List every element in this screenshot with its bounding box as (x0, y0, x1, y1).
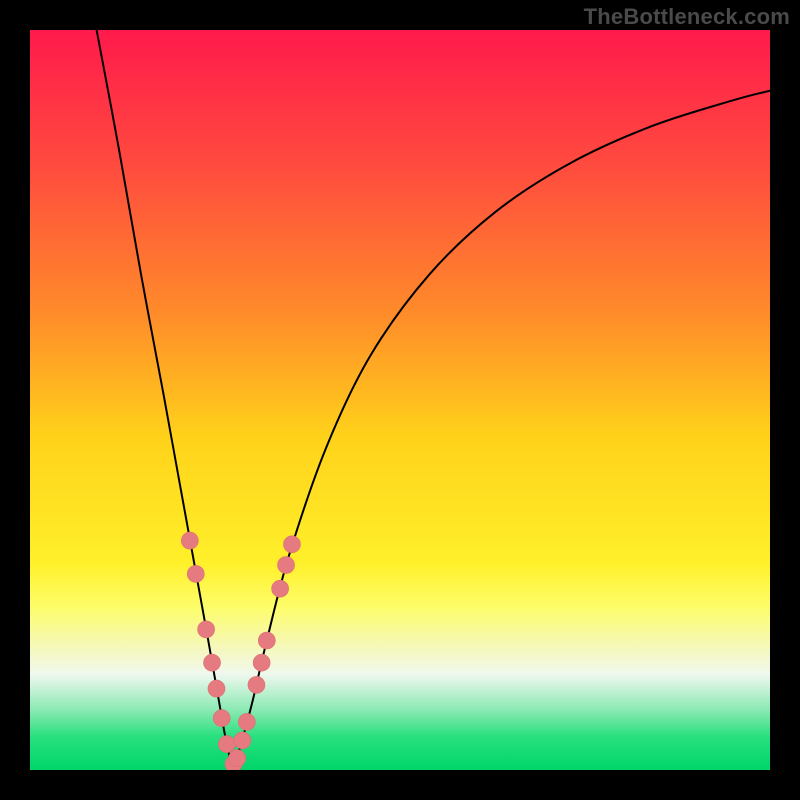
data-marker (181, 532, 198, 549)
data-marker (208, 680, 225, 697)
data-marker (272, 580, 289, 597)
data-marker (258, 632, 275, 649)
data-marker (218, 736, 235, 753)
data-marker (253, 654, 270, 671)
data-marker (248, 676, 265, 693)
data-marker (229, 750, 246, 767)
bottleneck-chart (30, 30, 770, 770)
data-marker (234, 732, 251, 749)
data-marker (278, 557, 295, 574)
outer-frame: TheBottleneck.com (0, 0, 800, 800)
watermark-text: TheBottleneck.com (584, 4, 790, 30)
plot-background (30, 30, 770, 770)
data-marker (187, 565, 204, 582)
data-marker (238, 713, 255, 730)
data-marker (213, 710, 230, 727)
data-marker (283, 536, 300, 553)
data-marker (204, 654, 221, 671)
data-marker (198, 621, 215, 638)
